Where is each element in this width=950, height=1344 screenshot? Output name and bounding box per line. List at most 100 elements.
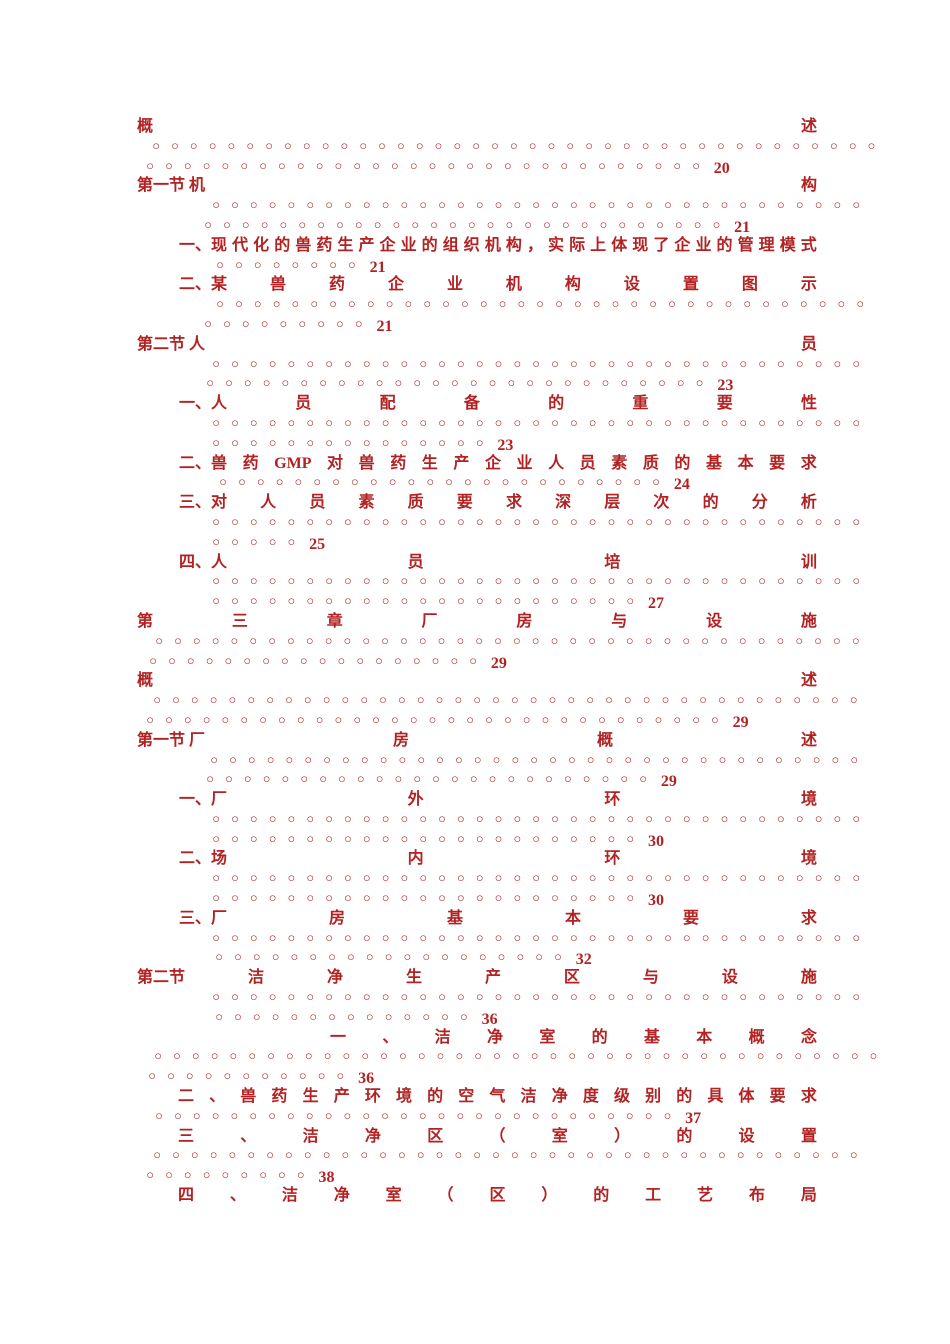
toc-title-token: 厂: [421, 612, 438, 630]
toc-title-token: 三: [178, 1127, 195, 1145]
toc-title-token: 环: [604, 850, 621, 868]
toc-title-token: 工: [645, 1187, 662, 1205]
toc-title-token: 三: [231, 612, 248, 630]
toc-title-token: 质: [407, 494, 424, 512]
toc-title-token: 药: [242, 454, 259, 472]
toc-leader-line: ◦◦◦◦◦◦◦◦◦◦◦ 36: [147, 1067, 817, 1087]
toc-leader-line: ◦◦◦◦◦◦◦◦◦◦◦◦◦◦◦◦◦◦◦◦◦◦◦◦◦◦◦◦◦◦◦◦◦◦◦: [211, 513, 861, 533]
toc-title-token: 药: [316, 236, 333, 254]
toc-title-token: 环: [604, 791, 621, 809]
toc-title-token: 第一节 机: [137, 177, 206, 195]
toc-title-token: 的: [676, 1088, 693, 1106]
toc-title-token: 一、厂: [179, 791, 228, 809]
toc-title-token: 二、兽: [179, 454, 228, 472]
toc-entry-title: 概述: [137, 117, 817, 137]
toc-title-token: （: [437, 1187, 454, 1205]
toc-title-token: 兽: [269, 276, 286, 294]
toc-title-token: 的: [702, 494, 719, 512]
toc-entry-title: 三、厂 房 基 本 要 求: [179, 909, 817, 929]
dot-leader: ◦◦◦◦◦: [211, 532, 306, 552]
toc-entry-title: 二、兽药 GMP 对兽药生产企业人员素质的基本要求: [179, 454, 817, 474]
page-number: 30: [648, 892, 665, 910]
toc-title-token: 置: [800, 1127, 817, 1145]
dot-leader: ◦◦◦◦◦◦◦◦◦◦◦◦◦◦◦◦◦◦◦◦◦◦◦: [211, 592, 645, 612]
toc-title-token: 设: [623, 276, 640, 294]
toc-title-token: 培: [604, 553, 621, 571]
toc-leader-line: ◦◦◦◦◦◦◦◦◦◦◦◦◦◦◦◦◦◦◦◦◦◦◦ 27: [211, 592, 817, 612]
toc-leader-line: ◦◦◦◦◦◦◦◦◦◦◦◦◦◦◦◦◦◦ 29: [148, 652, 817, 672]
toc-title-token: 式: [800, 236, 817, 254]
toc-title-token: 企: [387, 276, 404, 294]
toc-title-token: 机: [505, 276, 522, 294]
toc-leader-line: ◦◦◦◦◦◦◦◦◦◦◦◦◦◦◦◦◦◦◦◦◦◦◦ 30: [211, 830, 817, 850]
toc-title-token: 第: [137, 612, 154, 630]
toc-entry-title: 一、现代化的兽药生产企业的组织机构，实际上体现了企业的管理模式: [179, 236, 817, 256]
toc-title-token: 一、人: [179, 395, 228, 413]
toc-title-token: 际: [569, 236, 586, 254]
toc-title-token: 洁: [520, 1088, 537, 1106]
toc-title-token: 企: [484, 454, 501, 472]
toc-title-token: 第一节 厂: [137, 731, 206, 749]
toc-title-token: 环: [364, 1088, 381, 1106]
page-number: 27: [648, 595, 665, 613]
toc-title-token: 备: [463, 395, 480, 413]
toc-title-token: 管: [737, 236, 754, 254]
toc-title-token: 基: [705, 454, 722, 472]
toc-title-token: 求: [800, 454, 817, 472]
toc-title-token: ）: [614, 1127, 631, 1145]
toc-title-token: 业: [695, 236, 712, 254]
toc-title-token: 三、对: [179, 494, 228, 512]
toc-title-token: ，: [526, 236, 543, 254]
toc-title-token: 兽: [358, 454, 375, 472]
dot-leader: ◦◦◦◦◦◦◦◦◦◦◦◦◦◦◦◦◦◦◦◦◦◦◦◦◦◦◦◦◦◦◦◦◦◦◦: [211, 196, 870, 216]
toc-title-token: 生: [302, 1088, 319, 1106]
toc-title-token: ）: [541, 1187, 558, 1205]
toc-title-token: 产: [358, 236, 375, 254]
toc-leader-line: ◦◦◦◦◦◦◦◦◦◦◦◦◦◦◦◦◦◦◦◦◦◦◦◦◦◦◦◦◦◦◦ 29: [145, 711, 817, 731]
toc-title-token: 药: [271, 1088, 288, 1106]
toc-title-token: 一: [330, 1028, 347, 1046]
dot-leader: ◦◦◦◦◦◦◦◦◦◦◦◦◦◦◦◦◦◦◦◦◦◦◦◦◦◦◦: [205, 374, 714, 394]
toc-leader-line: ◦◦◦◦◦◦◦◦◦◦◦◦◦◦◦◦◦◦◦◦◦◦◦◦◦◦◦◦◦◦◦◦◦◦◦◦◦◦◦: [151, 137, 877, 157]
dot-leader: ◦◦◦◦◦◦◦◦◦◦◦◦◦◦◦◦◦◦: [148, 651, 487, 671]
toc-title-token: 一、现: [179, 236, 228, 254]
toc-title-token: 业: [516, 454, 533, 472]
toc-title-token: 与: [642, 969, 659, 987]
dot-leader: ◦◦◦◦◦◦◦◦◦◦◦◦◦◦◦◦◦◦◦◦◦◦◦◦◦◦◦◦◦◦◦◦◦◦◦: [211, 869, 870, 889]
toc-title-token: 具: [707, 1088, 724, 1106]
toc-leader-line: ◦◦◦◦◦◦◦◦◦◦◦◦◦◦◦◦◦◦◦◦◦◦◦◦◦◦◦◦◦◦◦◦◦◦◦: [215, 295, 865, 315]
toc-entry-title: 三 、 洁 净 区 （ 室 ） 的 设 置: [178, 1127, 817, 1147]
toc-title-token: 机: [484, 236, 501, 254]
toc-title-token: 第二节: [137, 969, 186, 987]
toc-title-token: 本: [564, 909, 581, 927]
page-number: 36: [481, 1010, 498, 1028]
toc-title-token: 体: [611, 236, 628, 254]
toc-title-token: 念: [800, 1028, 817, 1046]
toc-leader-line: ◦◦◦◦◦◦◦◦◦◦◦◦◦◦◦◦◦◦◦◦◦◦◦◦◦◦◦◦◦◦◦◦◦◦◦: [211, 929, 861, 949]
toc-leader-line: ◦◦◦◦◦◦◦◦◦◦◦◦◦◦◦◦◦◦◦◦◦◦◦◦◦◦◦◦◦◦◦◦◦◦◦◦◦◦: [154, 632, 861, 652]
toc-title-token: 洁: [434, 1028, 451, 1046]
toc-title-token: 四、人: [179, 553, 228, 571]
toc-entry-title: 第二节 洁 净 生 产 区 与 设 施: [137, 968, 817, 988]
page-number: 37: [685, 1109, 702, 1127]
toc-title-token: 房: [392, 731, 409, 749]
toc-title-token: 净: [333, 1187, 350, 1205]
toc-title-token: 述: [800, 731, 817, 749]
toc-title-token: 述: [800, 672, 817, 690]
toc-title-token: 外: [407, 791, 424, 809]
toc-leader-line: ◦◦◦◦◦◦◦◦◦◦◦◦◦◦◦◦◦◦◦◦◦◦◦◦◦◦◦◦◦◦◦◦◦◦◦: [211, 988, 861, 1008]
dot-leader: ◦◦◦◦◦◦◦◦◦◦◦◦◦◦◦◦◦◦◦◦◦◦◦◦◦◦◦◦◦◦◦◦◦◦◦: [211, 572, 870, 592]
toc-title-token: 对: [327, 454, 344, 472]
dot-leader: ◦◦◦◦◦◦◦◦◦◦◦◦◦◦◦◦◦◦◦◦◦◦◦◦◦◦◦◦◦◦◦◦◦◦◦◦◦◦: [152, 1146, 868, 1166]
toc-title-token: 生: [421, 454, 438, 472]
toc-title-token: 室: [385, 1187, 402, 1205]
dot-leader: ◦◦◦◦◦◦◦◦◦◦◦◦◦◦: [214, 1007, 478, 1027]
toc-leader-line: ◦◦◦◦◦◦◦◦◦◦◦◦◦◦◦◦◦◦◦◦◦◦◦◦◦◦◦◦◦◦◦◦◦◦◦: [211, 196, 861, 216]
toc-title-token: 设: [738, 1127, 755, 1145]
toc-entry-title: 二、兽药生产环境的空气洁净度级别的具体要求: [178, 1087, 817, 1107]
toc-entry-title: 概述: [137, 671, 817, 691]
toc-title-token: 二: [178, 1088, 195, 1106]
toc-title-token: 境: [800, 791, 817, 809]
toc-leader-line: ◦◦◦◦◦◦◦◦◦◦◦◦◦◦◦◦◦◦◦◦◦◦◦◦◦◦◦◦ 21: [203, 216, 817, 236]
